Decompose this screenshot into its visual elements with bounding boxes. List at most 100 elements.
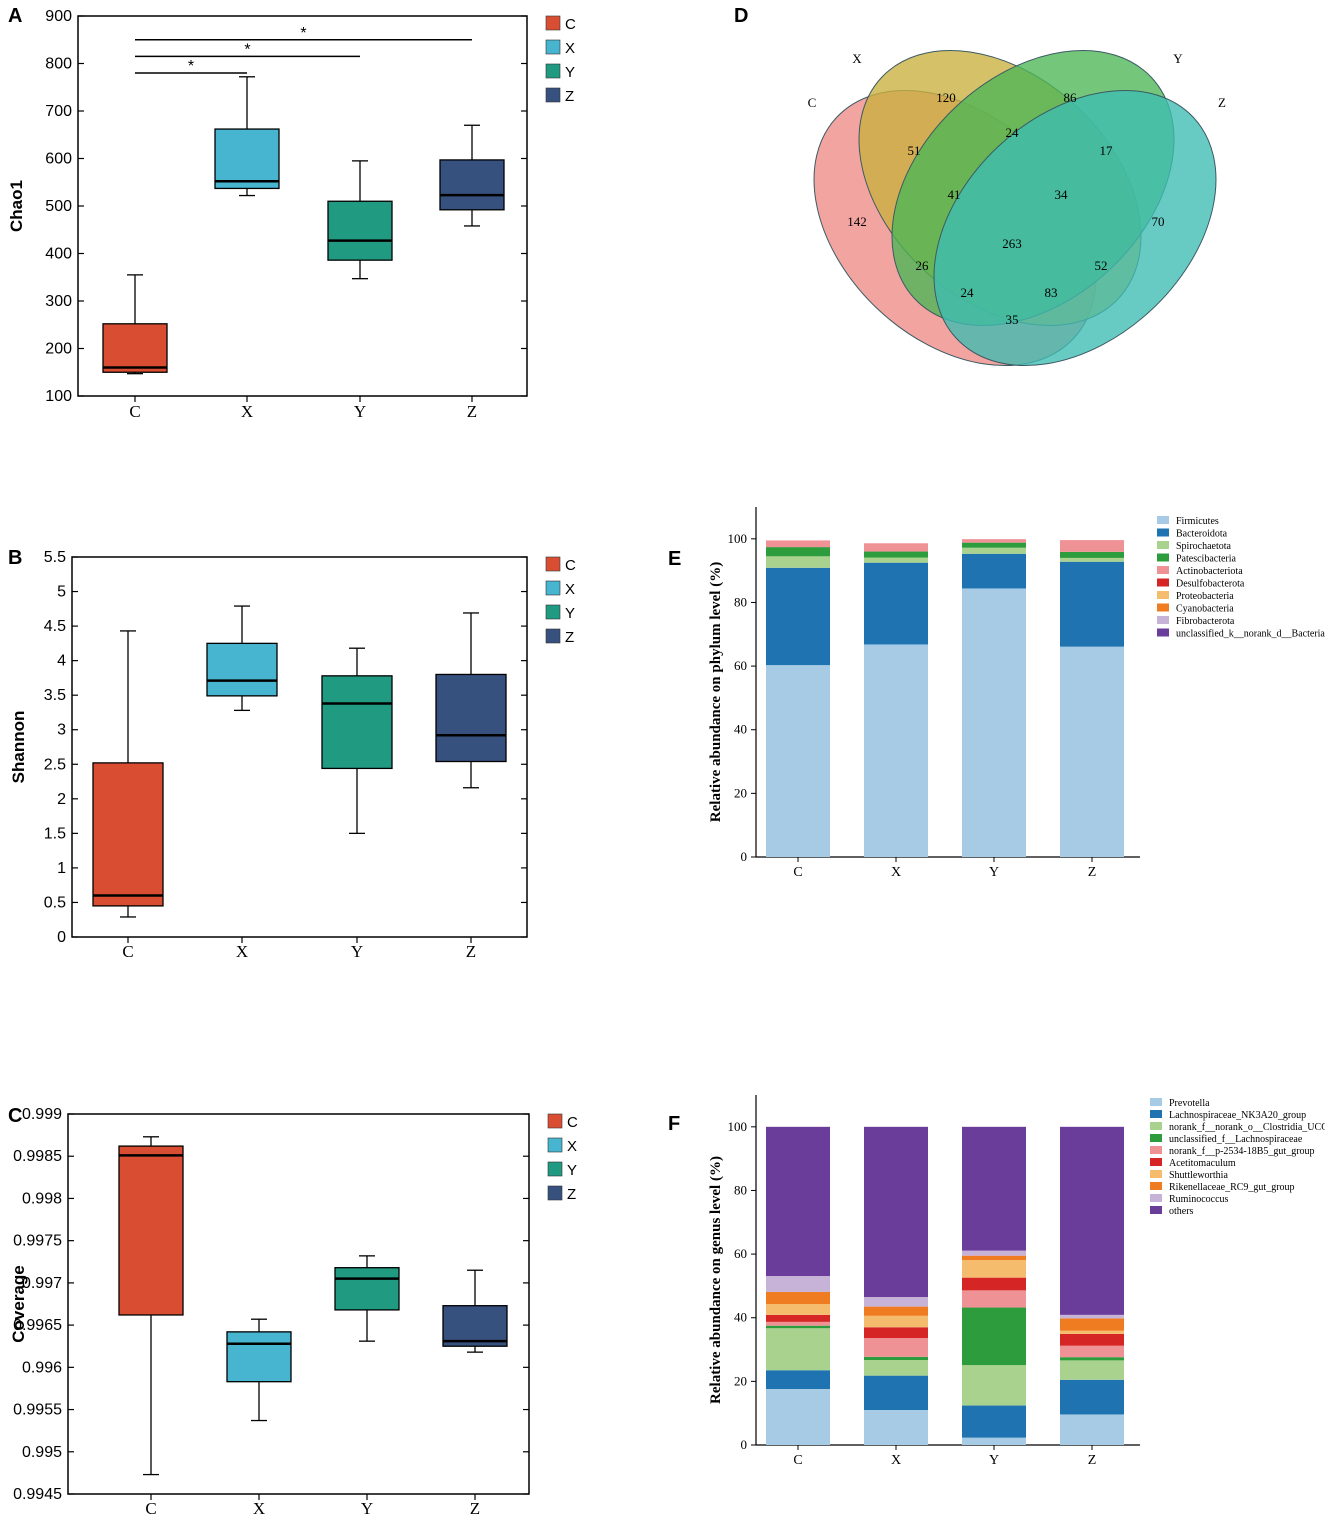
legend-label: Z	[565, 88, 574, 105]
y-tick-label: 200	[45, 341, 72, 358]
legend-label: unclassified_f__Lachnospiraceae	[1169, 1134, 1303, 1145]
bar-segment	[962, 542, 1026, 548]
x-tick-label: Z	[470, 1499, 480, 1518]
y-tick-label: 1	[57, 860, 66, 877]
x-tick-label: Y	[354, 402, 366, 421]
y-tick-label: 0.998	[22, 1190, 62, 1207]
box-iqr	[334, 1267, 400, 1311]
legend-label: X	[565, 40, 575, 57]
bar-segment	[1060, 1330, 1124, 1334]
bar-segment	[962, 539, 1026, 543]
legend-label: Firmicutes	[1176, 516, 1219, 527]
legend-swatch	[1157, 616, 1169, 624]
legend-swatch	[1157, 591, 1169, 599]
bar-segment	[766, 1328, 830, 1371]
y-tick-label: 300	[45, 293, 72, 310]
x-tick-label: X	[241, 402, 253, 421]
bar-segment	[1060, 561, 1124, 647]
legend-label: Z	[567, 1186, 576, 1203]
bar-segment	[962, 1307, 1026, 1366]
bar-segment	[766, 1126, 830, 1277]
bar-segment	[766, 1321, 830, 1326]
bar-segment	[864, 562, 928, 645]
x-tick-label: X	[891, 1453, 901, 1468]
legend-swatch	[1157, 603, 1169, 612]
legend-swatch	[1150, 1206, 1162, 1214]
bar-segment	[864, 543, 928, 552]
x-tick-label: Y	[361, 1499, 373, 1518]
venn-set-label: X	[852, 51, 862, 66]
legend-label: Acetitomaculum	[1169, 1158, 1236, 1169]
bar-segment	[766, 1314, 830, 1322]
y-tick-label: 40	[734, 722, 747, 737]
y-tick-label: 800	[45, 56, 72, 73]
plot-frame	[67, 1113, 530, 1495]
box-y	[321, 647, 393, 835]
bar-segment	[962, 1437, 1026, 1445]
y-tick-label: 60	[734, 1246, 747, 1261]
box-iqr	[321, 675, 393, 770]
legend-label: Rikenellaceae_RC9_gut_group	[1169, 1182, 1295, 1193]
box-z	[439, 124, 505, 227]
y-tick-label: 60	[734, 658, 747, 673]
bar-segment	[1060, 1357, 1124, 1361]
legend-swatch	[545, 15, 561, 31]
legend-swatch	[1157, 528, 1169, 537]
box-c	[118, 1136, 184, 1476]
panel-e: E 0 20 40 60 80 100 Relative abundance on phylu…	[668, 507, 1325, 880]
y-tick-label: 80	[734, 594, 747, 609]
x-tick-label: C	[793, 1453, 802, 1468]
bar-segment	[1060, 1414, 1124, 1445]
panel-letter: A	[8, 5, 22, 27]
legend-label: Prevotella	[1169, 1098, 1210, 1109]
bar-segment	[864, 551, 928, 558]
panel-c: C 0.9945 0.995 0.9955 0.996 0.9965 0.997 0.9975…	[8, 1105, 578, 1518]
legend-label: C	[565, 557, 576, 574]
y-axis-label: Coverage	[9, 1265, 28, 1342]
legend-swatch	[545, 556, 561, 572]
y-tick-label: 100	[728, 531, 748, 546]
box-x	[226, 1318, 292, 1422]
legend-swatch	[1150, 1158, 1162, 1166]
y-tick-label: 20	[734, 785, 747, 800]
legend-label: Cyanobacteria	[1176, 604, 1234, 615]
y-tick-label: 700	[45, 103, 72, 120]
legend-label: Desulfobacterota	[1176, 579, 1245, 590]
legend-label: others	[1169, 1206, 1194, 1217]
legend-swatch	[547, 1185, 563, 1201]
legend-label: norank_f__norank_o__Clostridia_UCG-014	[1169, 1122, 1325, 1133]
legend-label: Y	[567, 1162, 577, 1179]
legend-label: Bacteroidota	[1176, 529, 1228, 540]
y-tick-label: 100	[45, 388, 72, 405]
legend-swatch	[1157, 628, 1169, 637]
bar-segment	[864, 1306, 928, 1316]
venn-region-count: 52	[1095, 258, 1108, 273]
bar-segment	[766, 1325, 830, 1329]
bar-segment	[864, 1410, 928, 1445]
bar-segment	[766, 567, 830, 666]
x-tick-label: X	[236, 942, 248, 961]
legend-swatch	[1157, 541, 1169, 549]
y-tick-label: 80	[734, 1182, 747, 1197]
box-x	[206, 605, 278, 712]
bar-segment	[864, 644, 928, 857]
legend-swatch	[547, 1113, 563, 1129]
y-axis-label: Chao1	[7, 180, 26, 232]
legend-swatch	[1150, 1182, 1162, 1190]
significance-star: *	[244, 41, 250, 58]
x-tick-label: Y	[989, 1453, 999, 1468]
y-tick-label: 1.5	[44, 825, 66, 842]
x-tick-label: X	[253, 1499, 265, 1518]
y-tick-label: 0.999	[22, 1106, 62, 1123]
legend-swatch	[545, 63, 561, 79]
legend-label: Fibrobacterota	[1176, 616, 1235, 627]
bar-segment	[1060, 540, 1124, 552]
legend-label: C	[565, 16, 576, 33]
y-tick-label: 0.9985	[13, 1148, 62, 1165]
y-axis-label: Relative abundance on phylum level (%)	[708, 562, 724, 822]
bar-segment	[962, 1255, 1026, 1261]
y-tick-label: 0.997	[22, 1275, 62, 1292]
